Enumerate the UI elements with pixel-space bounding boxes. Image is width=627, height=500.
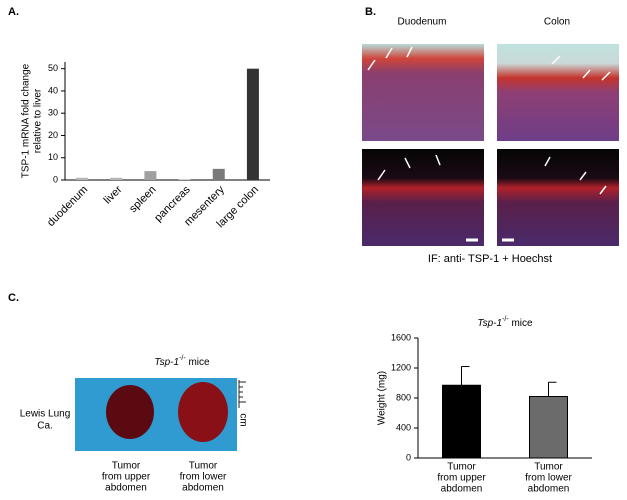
y-tick-label: 20 — [48, 130, 58, 140]
chart-title: Tsp-1-/- mice — [477, 316, 533, 329]
y-tick-label: 10 — [48, 152, 58, 162]
y-tick-label: 400 — [396, 422, 411, 432]
ruler — [238, 380, 246, 408]
axis — [64, 62, 270, 181]
ruler-label: cm — [237, 413, 248, 426]
x-tick-label: Tumor — [447, 462, 476, 473]
gene: Tsp-1 — [154, 357, 179, 368]
image-caption: IF: anti- TSP-1 + Hoechst — [428, 253, 552, 265]
gene: Tsp-1 — [477, 318, 502, 329]
fluorescence-image — [497, 149, 619, 246]
x-tick-label: liver — [102, 183, 125, 206]
bar — [529, 396, 568, 459]
y-axis-label: relative to liver — [33, 88, 44, 153]
tumor-label: abdomen — [182, 483, 224, 494]
bar — [110, 177, 123, 180]
tumor-label: abdomen — [105, 483, 147, 494]
error-bar — [548, 381, 557, 397]
y-tick-label: 1200 — [391, 362, 411, 372]
photo-side-label: Ca. — [37, 421, 53, 432]
suffix: mice — [509, 318, 533, 329]
panel-label: A. — [8, 6, 19, 18]
genotype: -/- — [179, 355, 186, 362]
tumor — [178, 382, 228, 442]
y-tick-label: 0 — [406, 452, 411, 462]
photo-title: Tsp-1-/- mice — [154, 355, 210, 368]
bar — [246, 68, 259, 180]
panel-label: B. — [365, 6, 376, 18]
suffix: mice — [186, 357, 210, 368]
genotype: -/- — [502, 316, 509, 323]
y-tick-label: 1600 — [391, 332, 411, 342]
image-label: Colon — [544, 17, 570, 28]
x-tick-label: from lower — [525, 473, 572, 484]
y-tick-label: 50 — [48, 63, 58, 73]
y-tick-label: 800 — [396, 392, 411, 402]
tumor — [106, 385, 154, 439]
x-tick-label: from upper — [437, 473, 486, 484]
y-tick-label: 40 — [48, 85, 58, 95]
tumor-label: Tumor — [112, 461, 141, 472]
x-tick-label: duodenum — [45, 184, 90, 229]
histology-image — [362, 44, 484, 141]
fluorescence-image — [362, 149, 484, 246]
tumor-label: from upper — [102, 472, 151, 483]
arrows — [367, 46, 611, 242]
bar — [76, 177, 89, 180]
histology-image — [497, 44, 619, 141]
x-tick-label: abdomen — [441, 484, 483, 495]
y-axis-label: Weight (mg) — [377, 371, 388, 425]
y-tick-label: 0 — [53, 174, 58, 184]
error-bar — [461, 366, 470, 386]
y-tick-label: 30 — [48, 108, 58, 118]
bar — [442, 384, 481, 459]
bar — [144, 171, 157, 180]
tumor-label: Tumor — [189, 461, 218, 472]
panel-label: C. — [8, 292, 19, 304]
x-tick-label: spleen — [127, 184, 158, 215]
y-axis-label: TSP-1 mRNA fold change — [21, 63, 32, 178]
bar — [212, 168, 225, 180]
x-tick-label: Tumor — [534, 462, 563, 473]
tumor-label: from lower — [180, 472, 227, 483]
image-label: Duodenum — [398, 17, 447, 28]
photo-side-label: Lewis Lung — [20, 409, 71, 420]
x-tick-label: abdomen — [528, 484, 570, 495]
